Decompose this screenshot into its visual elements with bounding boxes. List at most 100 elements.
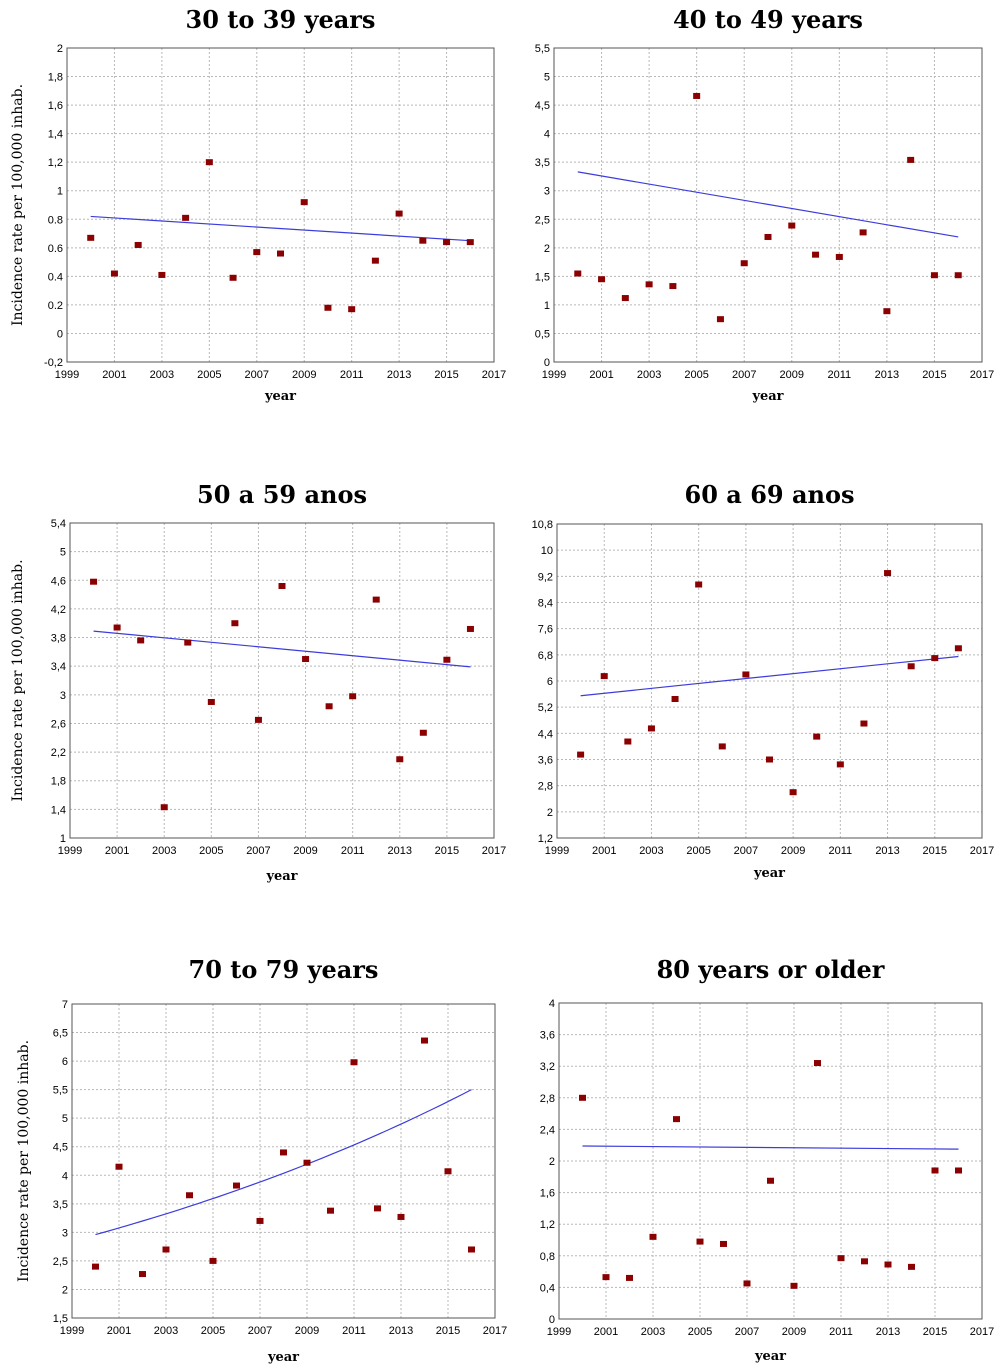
y-tick-label: 1,5	[53, 1313, 68, 1325]
data-points	[87, 159, 474, 313]
data-points	[90, 578, 474, 811]
y-tick-label: 2,5	[535, 214, 550, 226]
y-tick-label: 3	[60, 690, 66, 702]
data-point	[371, 257, 379, 264]
data-point	[835, 253, 843, 260]
y-tick-label: 3,2	[540, 1061, 555, 1073]
x-tick-label: 2007	[732, 369, 756, 381]
data-point	[137, 637, 145, 644]
y-tick-label: 1	[60, 833, 66, 845]
data-point	[740, 260, 748, 267]
data-point	[162, 1246, 170, 1253]
x-tick-label: 2011	[341, 845, 365, 857]
data-point	[669, 283, 677, 290]
data-point	[602, 1274, 610, 1281]
y-axis-label: Incidence rate per 100,000 inhab.	[16, 1040, 32, 1282]
x-tick-label: 2011	[828, 369, 852, 381]
data-point	[110, 270, 118, 277]
y-tick-label: 6,8	[538, 650, 553, 662]
data-point	[624, 738, 632, 745]
data-point	[716, 316, 724, 323]
y-tick-label: 2,4	[540, 1124, 555, 1136]
data-point	[626, 1274, 633, 1281]
chart-panel-1: 1999 2001 2003 2005 2007 2009 2011 2013 2015 2017…	[10, 5, 506, 404]
x-tick-label: 2001	[594, 1326, 618, 1338]
y-tick-label: 8,4	[538, 598, 553, 610]
y-tick-label: 1	[57, 186, 63, 198]
x-tick-label: 2015	[923, 1326, 947, 1338]
x-tick-label: 2013	[875, 845, 899, 857]
plot-frame	[69, 522, 495, 839]
y-tick-label: 5,2	[538, 702, 553, 714]
y-tick-label: 5	[62, 1113, 68, 1125]
chart-title: 70 to 79 years	[189, 955, 379, 984]
x-tick-label: 2007	[734, 845, 758, 857]
x-tick-label: 2009	[295, 1325, 319, 1337]
data-point	[693, 92, 701, 99]
data-point	[836, 761, 844, 768]
y-tick-label: 2,6	[51, 718, 66, 730]
y-tick-label: 4	[544, 129, 550, 141]
chart-panel-5: 1999 2001 2003 2005 2007 2009 2011 2013 2015 2017…	[16, 955, 507, 1365]
data-point	[139, 1271, 146, 1278]
data-point	[598, 276, 606, 283]
x-axis-label: year	[265, 869, 297, 884]
data-point	[254, 716, 262, 723]
data-point	[302, 656, 310, 663]
x-tick-label: 2017	[970, 369, 994, 381]
data-point	[466, 239, 474, 246]
data-points	[579, 1060, 962, 1289]
grid	[66, 47, 495, 363]
plot-frame	[66, 47, 495, 363]
data-point	[397, 1213, 405, 1220]
data-point	[671, 695, 679, 702]
y-tick-label: 0,8	[540, 1251, 555, 1263]
y-tick-label: -0,2	[44, 357, 63, 369]
y-tick-label: 2	[544, 243, 550, 255]
grid	[71, 1003, 496, 1319]
data-point	[278, 583, 286, 589]
x-tick-label: 2017	[970, 845, 994, 857]
plot-frame	[71, 1003, 496, 1319]
data-point	[160, 804, 168, 811]
chart-panel-6: 1999 2001 2003 2005 2007 2009 2011 2013 2015 2017…	[540, 955, 995, 1364]
x-tick-label: 2005	[686, 845, 710, 857]
plot-frame	[558, 1002, 983, 1320]
data-point	[695, 581, 703, 588]
grid	[556, 523, 983, 839]
data-point	[814, 1060, 821, 1067]
data-point	[182, 214, 190, 221]
data-point	[931, 655, 939, 662]
data-point	[788, 222, 796, 229]
x-tick-label: 2005	[201, 1325, 225, 1337]
x-tick-label: 2011	[829, 1326, 853, 1338]
x-tick-label: 2013	[876, 1326, 900, 1338]
trend-line	[90, 215, 471, 242]
x-tick-label: 2001	[589, 369, 613, 381]
y-tick-label: 6,5	[53, 1028, 68, 1040]
x-tick-label: 1999	[55, 369, 79, 381]
chart-title: 50 a 59 anos	[197, 480, 367, 509]
y-tick-label: 2	[57, 43, 63, 55]
data-point	[579, 1094, 586, 1101]
x-tick-label: 1999	[547, 1326, 571, 1338]
y-tick-label: 5,4	[51, 518, 66, 530]
y-tick-label: 5,5	[535, 43, 550, 55]
trend-line	[577, 171, 959, 238]
data-point	[374, 1205, 381, 1212]
x-axis-label: year	[753, 866, 785, 881]
x-tick-label: 1999	[542, 369, 566, 381]
y-tick-label: 3	[62, 1227, 68, 1239]
y-tick-label: 3,6	[538, 755, 553, 767]
x-tick-label: 2003	[637, 369, 661, 381]
x-axis-label: year	[751, 389, 783, 404]
y-tick-label: 4,5	[53, 1142, 68, 1154]
y-tick-label: 5	[60, 547, 66, 559]
x-tick-label: 2013	[875, 369, 899, 381]
y-tick-label: 4,4	[538, 728, 553, 740]
x-tick-label: 1999	[545, 845, 569, 857]
data-point	[673, 1116, 680, 1123]
data-point	[954, 645, 962, 652]
data-point	[790, 1282, 798, 1289]
